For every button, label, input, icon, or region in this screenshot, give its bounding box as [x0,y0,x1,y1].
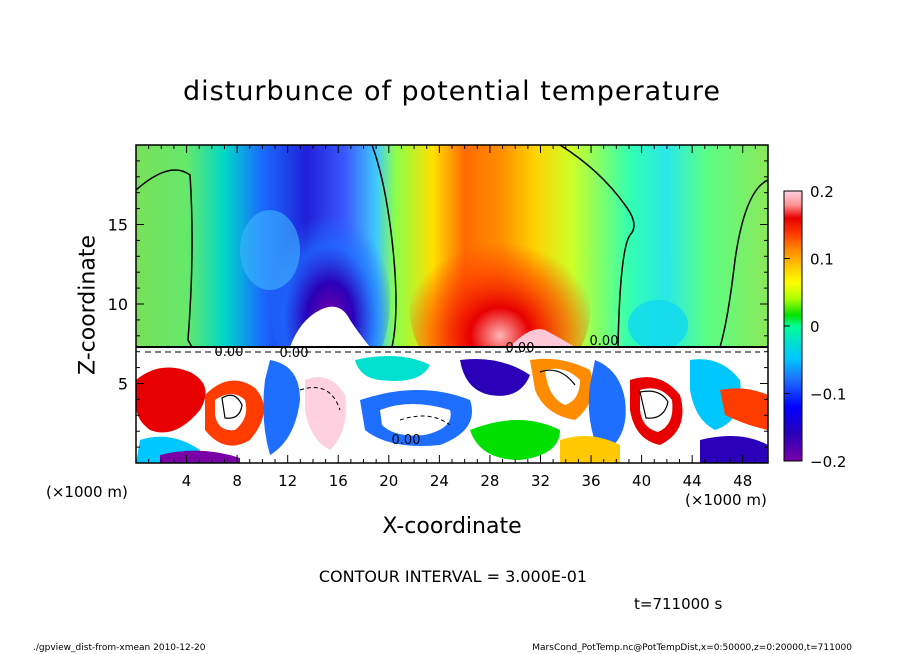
x-units-right: (×1000 m) [685,491,767,509]
colorbar-tick-label: 0.1 [810,251,834,269]
contour-interval-text: CONTOUR INTERVAL = 3.000E-01 [318,567,588,586]
contour-label: 0.00 [392,433,421,448]
y-axis-label: Z-coordinate [75,235,101,375]
x-tick-label: 44 [683,472,702,490]
contour-label: 0.00 [215,345,244,360]
x-tick-label: 28 [480,472,499,490]
x-tick-label: 20 [379,472,398,490]
contour-label: 0.00 [280,346,309,361]
x-tick-label: 16 [329,472,348,490]
x-axis-label: X-coordinate [382,514,522,539]
contour-label: 0.00 [506,341,535,356]
x-tick-label: 40 [632,472,651,490]
x-tick-label: 8 [232,472,242,490]
footer-left: ./gpview_dist-from-xmean 2010-12-20 [33,643,206,653]
contour-labels: 0.00 0.00 0.00 0.00 0.00 [215,334,619,448]
colorbar-tick-label: 0 [810,318,820,336]
x-tick-label: 24 [430,472,449,490]
x-tick-label: 32 [531,472,550,490]
x-tick-label: 36 [581,472,600,490]
y-tick-label: 15 [108,216,128,235]
x-tick-label: 12 [278,472,297,490]
footer-right: MarsCond_PotTemp.nc@PotTempDist,x=0:5000… [532,643,852,653]
y-tick-label: 5 [118,375,128,394]
colorbar-tick-label: 0.2 [810,183,834,201]
y-tick-label: 10 [108,295,128,314]
x-axis: 4 8 12 16 20 24 28 32 36 40 44 48 [148,145,756,490]
contour-label: 0.00 [590,334,619,349]
colorbar-tick-label: −0.2 [810,453,846,471]
x-tick-label: 4 [182,472,192,490]
x-units-left: (×1000 m) [46,483,128,501]
y-axis: 5 10 15 [108,160,768,448]
time-label: t=711000 s [634,595,723,613]
colorbar-ticks: 0.2 0.1 0 −0.1 −0.2 [784,183,846,471]
contour-interval: CONTOUR INTERVAL = 3.000E-01 [0,567,904,586]
chart-title: disturbunce of potential temperature [183,76,721,107]
heatmap-field [136,145,768,463]
x-tick-label: 48 [733,472,752,490]
colorbar-tick-label: −0.1 [810,386,846,404]
